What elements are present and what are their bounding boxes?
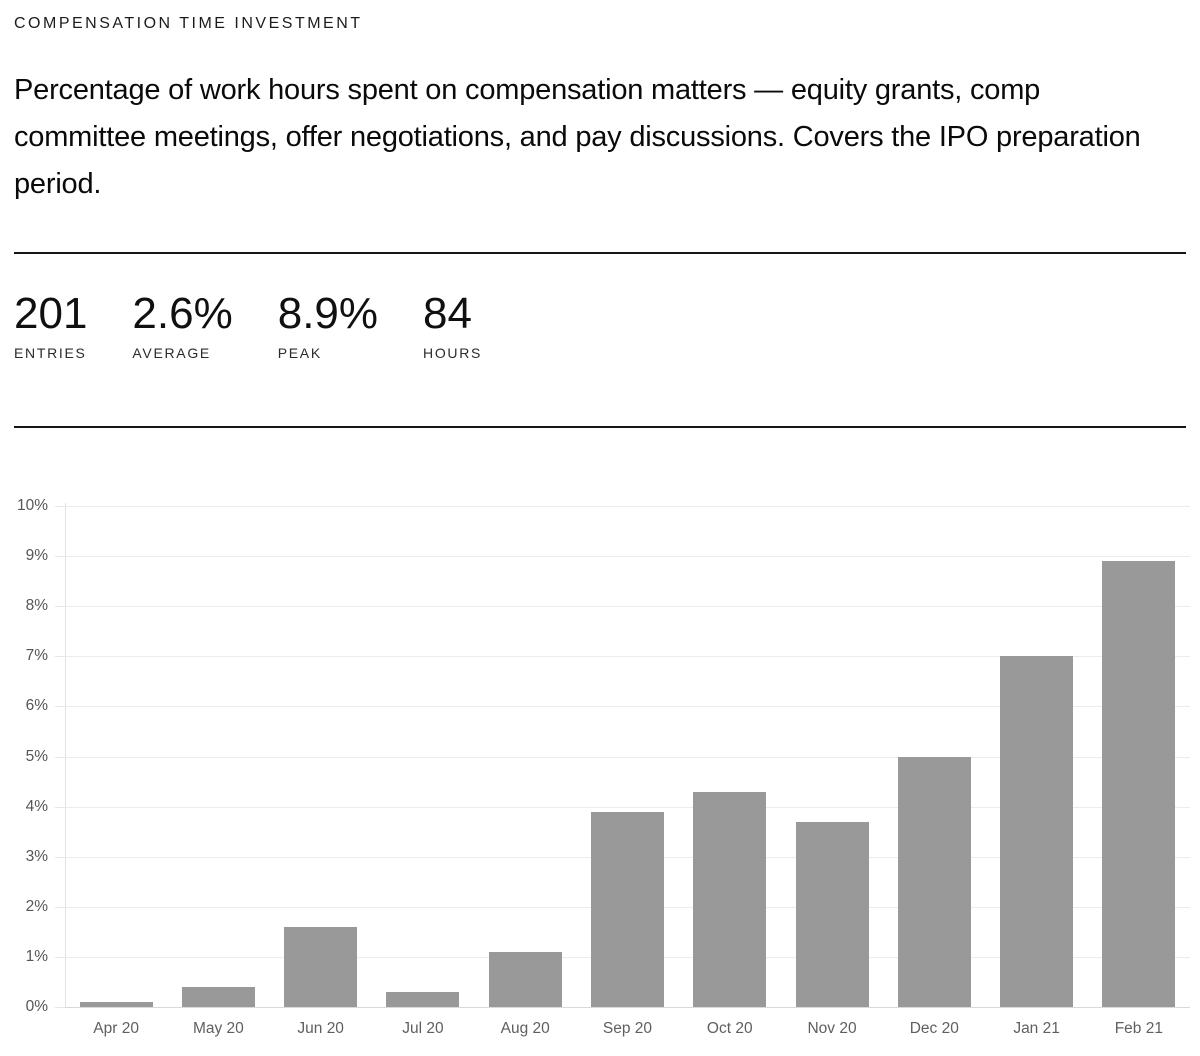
bar [488,951,562,1007]
x-axis-label: Jan 21 [1013,1020,1060,1037]
stat-label: HOURS [423,345,483,361]
x-axis-label: Jul 20 [402,1020,444,1037]
y-tick [55,906,65,908]
divider-top [14,252,1186,254]
y-axis-line [65,503,66,1008]
gridline [65,506,1190,507]
y-tick [55,956,65,958]
bar [284,926,358,1007]
y-tick [55,806,65,808]
bar [795,821,869,1007]
x-axis-label: Nov 20 [807,1020,857,1037]
bar [79,1001,153,1007]
y-tick [55,756,65,758]
y-axis-label: 6% [25,697,48,715]
stat-value: 2.6% [132,289,233,338]
y-tick [55,506,65,507]
stat-value: 8.9% [277,289,379,338]
y-axis-label: 0% [25,998,48,1015]
gridline [65,606,1190,608]
stats-row: 201 ENTRIES 2.6% AVERAGE 8.9% PEAK 84 HO… [14,289,1186,362]
stat-entries: 201 ENTRIES [14,289,88,362]
x-axis-label: Jun 20 [297,1020,344,1037]
y-axis-label: 3% [25,847,48,865]
y-axis-label: 9% [25,547,48,565]
y-axis-label: 5% [25,747,48,765]
x-axis-label: Dec 20 [909,1020,959,1037]
stat-value: 201 [14,289,88,338]
x-axis-label: Oct 20 [706,1020,753,1037]
gridline [65,806,1190,808]
y-axis-label: 10% [16,497,48,514]
y-tick [55,606,65,608]
stat-label: AVERAGE [132,345,211,361]
bar [1102,561,1176,1007]
stat-label: ENTRIES [14,345,87,361]
bar [693,791,767,1007]
bar [897,756,971,1007]
y-axis-label: 1% [25,947,48,965]
page-title: COMPENSATION TIME INVESTMENT [14,15,363,32]
y-axis-label: 4% [25,797,48,815]
gridline [65,556,1190,558]
bar [181,986,255,1007]
y-tick [55,706,65,708]
bar-chart: 0% 1% 2% 3% 4% 5% 6% 7% 8% 9% 10% Apr 20 May 20 Jun 2… [14,488,1190,1044]
gridline [65,656,1190,658]
stat-label: PEAK [277,345,322,361]
stat-peak: 8.9% PEAK [277,289,379,362]
y-axis-label: 7% [25,647,48,665]
bar [591,811,664,1007]
stat-hours: 84 HOURS [423,289,483,362]
x-axis-label: May 20 [192,1020,244,1037]
x-axis-label: Aug 20 [500,1020,550,1037]
y-tick [55,856,65,858]
y-tick [55,656,65,658]
y-tick [55,1007,65,1008]
x-axis-label: Feb 21 [1114,1020,1163,1037]
x-axis-label: Sep 20 [602,1020,653,1037]
divider-bottom [14,426,1186,428]
y-axis-label: 2% [25,897,48,915]
description-text: Percentage of work hours spent on compen… [14,74,1141,200]
y-tick [55,556,65,558]
x-axis-label: Apr 20 [93,1020,139,1037]
stat-value: 84 [423,289,472,338]
stat-average: 2.6% AVERAGE [132,289,233,362]
gridline [65,756,1190,758]
y-axis-label: 8% [25,597,48,615]
bar [1000,656,1074,1007]
gridline [65,1007,1190,1008]
gridline [65,706,1190,708]
bar [386,991,460,1007]
